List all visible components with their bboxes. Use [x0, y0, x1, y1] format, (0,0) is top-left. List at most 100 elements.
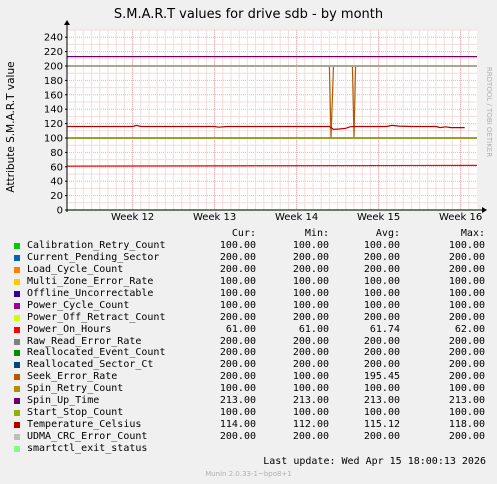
legend-avg: 200.00: [363, 347, 400, 359]
legend-header-max: Max:: [460, 228, 485, 239]
series-line: [67, 124, 465, 131]
legend-swatch: [14, 243, 20, 249]
x-tick-label: Week 12: [111, 212, 154, 223]
legend-row: Reallocated_Sector_Ct 200.00 200.00 200.00 2…: [14, 359, 488, 371]
legend-max: 100.00: [448, 299, 485, 311]
legend-cur: 100.00: [219, 299, 256, 311]
legend-avg: 115.12: [363, 419, 400, 431]
legend-max: 62.00: [454, 323, 485, 335]
x-tick-label: Week 13: [193, 212, 236, 223]
legend-name: Calibration_Retry_Count: [27, 240, 166, 251]
legend-avg: 100.00: [363, 275, 400, 287]
legend-min: 100.00: [292, 383, 329, 395]
legend-swatch: [14, 278, 20, 285]
legend-swatch: [14, 290, 20, 297]
legend-max: 200.00: [448, 311, 485, 323]
y-tick-label: 40: [50, 177, 63, 188]
legend-row: smartctl_exit_status: [14, 443, 488, 455]
y-axis-label: Attribute S.M.A.R.T value: [5, 61, 17, 192]
legend-row: Reallocated_Event_Count 200.00 200.00 200.0…: [14, 347, 488, 359]
legend-max: 200.00: [448, 347, 485, 359]
legend-row: Current_Pending_Sector 200.00 200.00 200.00…: [14, 252, 488, 264]
version-label: Munin 2.0.33-1~bpo8+1: [205, 470, 292, 478]
legend-swatch: [14, 266, 20, 273]
legend-name: Offline_Uncorrectable: [27, 287, 154, 299]
legend-min: 200.00: [292, 251, 329, 263]
legend-avg: 200.00: [363, 359, 400, 371]
legend-swatch: [14, 254, 20, 261]
legend-avg: 100.00: [363, 240, 400, 251]
legend-min: 200.00: [292, 311, 329, 323]
legend-name: Power_On_Hours: [27, 323, 112, 335]
legend-cur: 100.00: [219, 383, 256, 395]
legend-min: 100.00: [292, 407, 329, 419]
legend-row: Power_Cycle_Count 100.00 100.00 100.00 100.0…: [14, 300, 488, 312]
legend-row: Offline_Uncorrectable 100.00 100.00 100.00 1…: [14, 288, 488, 300]
x-axis-arrow: [482, 207, 487, 213]
legend-max: 200.00: [448, 431, 485, 442]
legend-row: UDMA_CRC_Error_Count 200.00 200.00 200.00 20…: [14, 431, 488, 443]
legend-name: Start_Stop_Count: [27, 407, 124, 419]
chart-title: S.M.A.R.T values for drive sdb - by mont…: [114, 7, 383, 22]
legend-cur: 200.00: [219, 431, 256, 442]
legend-swatch: [14, 362, 20, 369]
y-tick-label: 120: [44, 119, 63, 130]
chart-area: S.M.A.R.T values for drive sdb - by mont…: [5, 7, 493, 223]
legend-cur: 100.00: [219, 240, 256, 251]
legend-cur: 200.00: [219, 371, 256, 383]
legend-row: Seek_Error_Rate 200.00 100.00 195.45 200.00: [14, 371, 488, 383]
legend-max: 100.00: [448, 240, 485, 251]
legend-avg: 200.00: [363, 263, 400, 275]
grid: [66, 29, 477, 210]
y-axis-arrow: [64, 20, 70, 25]
legend-swatch: [14, 302, 20, 309]
legend-swatch: [14, 374, 20, 381]
legend-avg: 200.00: [363, 335, 400, 347]
legend-cur: 200.00: [219, 311, 256, 323]
axes: [64, 20, 487, 213]
legend-max: 118.00: [448, 419, 485, 431]
legend-max: 200.00: [448, 359, 485, 371]
legend-avg: 61.74: [369, 323, 400, 335]
legend-name: Current_Pending_Sector: [27, 251, 160, 263]
legend-cur: 200.00: [219, 359, 256, 371]
legend-row: Spin_Retry_Count 100.00 100.00 100.00 100.00: [14, 383, 488, 395]
legend-name: Reallocated_Event_Count: [27, 347, 166, 359]
legend-max: 100.00: [448, 383, 485, 395]
legend-name: Multi_Zone_Error_Rate: [27, 275, 154, 287]
legend-swatch: [14, 422, 20, 429]
legend-row: Spin_Up_Time 213.00 213.00 213.00 213.00: [14, 395, 488, 407]
legend-max: 200.00: [448, 335, 485, 347]
legend-row: Power_On_Hours 61.00 61.00 61.74 62.00: [14, 324, 488, 336]
legend-header-cur: Cur:: [231, 228, 256, 239]
legend-row: Calibration_Retry_Count 100.00 100.00 100.0…: [14, 240, 488, 252]
legend-min: 200.00: [292, 359, 329, 371]
legend-rows: Calibration_Retry_Count 100.00 100.00 100.0…: [14, 240, 488, 455]
legend-min: 100.00: [292, 287, 329, 299]
legend-avg: 200.00: [363, 251, 400, 263]
legend-swatch: [14, 314, 20, 321]
legend-min: 100.00: [292, 299, 329, 311]
legend-min: 112.00: [292, 419, 329, 431]
y-tick-label: 220: [44, 47, 63, 58]
legend-swatch: [14, 326, 20, 333]
y-tick-label: 80: [50, 148, 63, 159]
legend-cur: 100.00: [219, 407, 256, 419]
legend-avg: 100.00: [363, 407, 400, 419]
legend-name: smartctl_exit_status: [27, 442, 148, 454]
legend-row: Start_Stop_Count 100.00 100.00 100.00 100.00: [14, 407, 488, 419]
legend-min: 200.00: [292, 347, 329, 359]
legend-min: 100.00: [292, 240, 329, 251]
y-tick-label: 60: [50, 162, 63, 173]
legend-cur: 100.00: [219, 287, 256, 299]
legend-swatch: [14, 338, 20, 345]
legend-max: 100.00: [448, 287, 485, 299]
legend-name: UDMA_CRC_Error_Count: [27, 431, 148, 442]
legend-max: 213.00: [448, 395, 485, 407]
legend-cur: 200.00: [219, 251, 256, 263]
legend-header-avg: Avg:: [375, 228, 400, 239]
legend-row: Load_Cycle_Count 200.00 200.00 200.00 200.00: [14, 264, 488, 276]
series-line: [66, 164, 478, 167]
legend-name: Spin_Retry_Count: [27, 383, 124, 395]
legend-name: Raw_Read_Error_Rate: [27, 335, 142, 347]
